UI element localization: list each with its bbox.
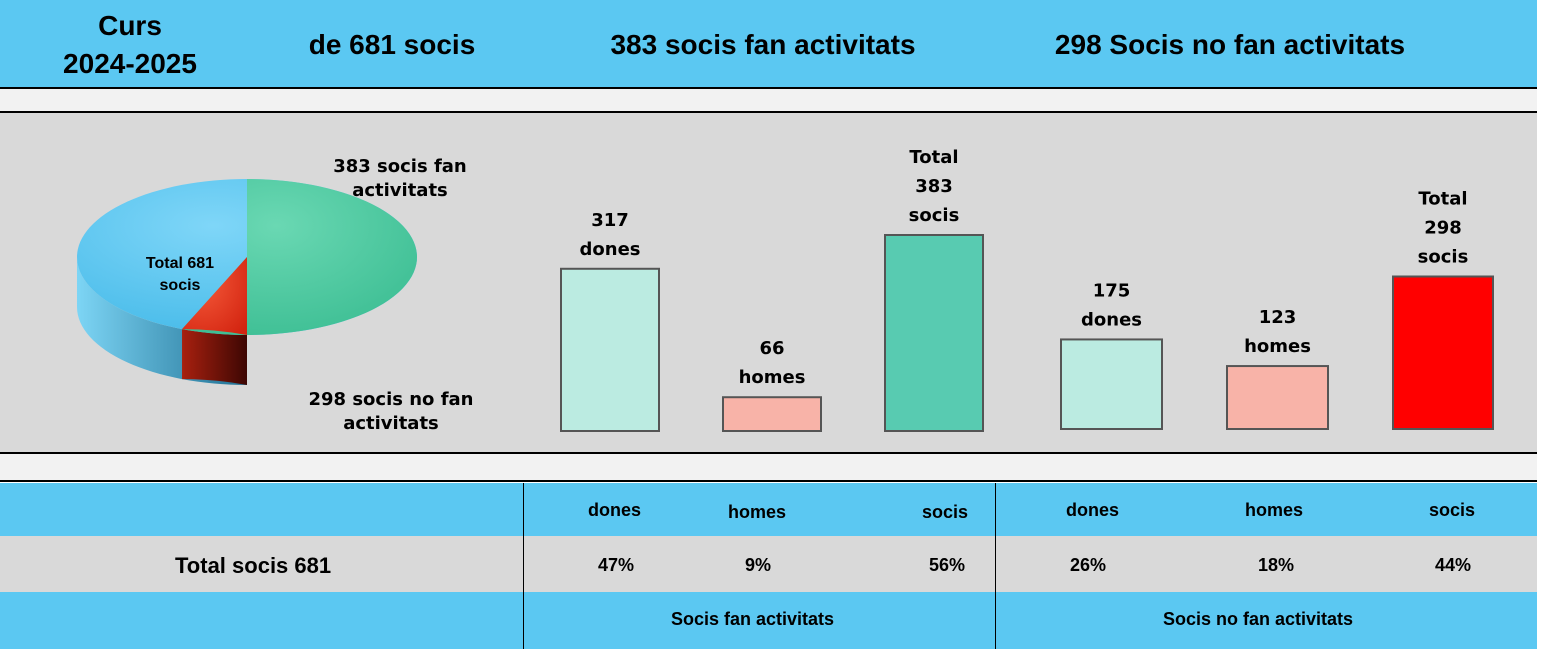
group-label-inactive: Socis no fan activitats xyxy=(1163,609,1354,629)
group-label-active: Socis fan activitats xyxy=(671,609,835,629)
bar-homes xyxy=(722,396,822,433)
bar-homes xyxy=(1226,365,1329,430)
bar-socis xyxy=(1392,275,1494,430)
table-divider xyxy=(523,483,524,649)
bar-data-label: Total 298 socis xyxy=(1418,188,1469,267)
table-data-row: Total socis 681 47% 9% 56% 26% 18% 44% xyxy=(0,536,1537,592)
col-header-dones: dones xyxy=(588,500,642,520)
chart-panel: Total 681 socis 383 socis fan activitats 298… xyxy=(0,113,1537,454)
bar-data-label: Total 383 socis xyxy=(909,147,960,226)
pct-homes-active: 9% xyxy=(745,555,772,575)
row-label: Total socis 681 xyxy=(175,553,332,578)
table-header-row: dones homes socis dones homes socis xyxy=(0,483,1537,536)
table-footer-row: Socis fan activitats Socis no fan activi… xyxy=(0,592,1537,649)
pct-socis-active: 56% xyxy=(929,555,966,575)
pie-slice-inactive xyxy=(182,257,247,335)
pct-dones-active: 47% xyxy=(598,555,635,575)
pct-socis-inactive: 44% xyxy=(1435,555,1472,575)
pie-chart: Total 681 socis 383 socis fan activitats 298… xyxy=(77,156,473,434)
bar-dones xyxy=(560,267,660,432)
header-band: Curs 2024-2025 de 681 socis 383 socis fa… xyxy=(0,0,1537,89)
bar-data-label: 175 dones xyxy=(1081,280,1142,330)
charts-svg: Total 681 socis 383 socis fan activitats 298… xyxy=(77,147,1494,434)
pie-side-red xyxy=(182,329,247,385)
pie-center-label: Total 681 socis xyxy=(146,255,214,294)
col-header-homes: homes xyxy=(728,502,787,522)
spacer-row xyxy=(0,454,1537,482)
col-header-homes: homes xyxy=(1245,500,1304,520)
col-header-dones: dones xyxy=(1066,500,1120,520)
bar-socis xyxy=(884,234,984,432)
inactive-members-heading: 298 Socis no fan activitats xyxy=(1054,29,1406,60)
pct-homes-inactive: 18% xyxy=(1258,555,1295,575)
col-header-socis: socis xyxy=(1429,500,1476,520)
col-header-socis: socis xyxy=(922,502,969,522)
pct-dones-inactive: 26% xyxy=(1070,555,1107,575)
pie-label-inactive: 298 socis no fan activitats xyxy=(309,389,474,434)
active-members-heading: 383 socis fan activitats xyxy=(610,29,916,60)
total-members-heading: de 681 socis xyxy=(308,29,476,60)
pie-label-active: 383 socis fan activitats xyxy=(333,156,467,201)
table-divider xyxy=(995,483,996,649)
bar-data-label: 66 homes xyxy=(739,338,806,388)
bar-chart: 317 dones 66 homes Total 383 socis 175 dones 123 h… xyxy=(560,147,1494,433)
bar-dones xyxy=(1060,338,1163,430)
spacer-row xyxy=(0,89,1537,113)
bar-data-label: 123 homes xyxy=(1244,307,1311,357)
course-label: Curs 2024-2025 xyxy=(63,10,197,79)
bar-data-label: 317 dones xyxy=(580,210,641,260)
